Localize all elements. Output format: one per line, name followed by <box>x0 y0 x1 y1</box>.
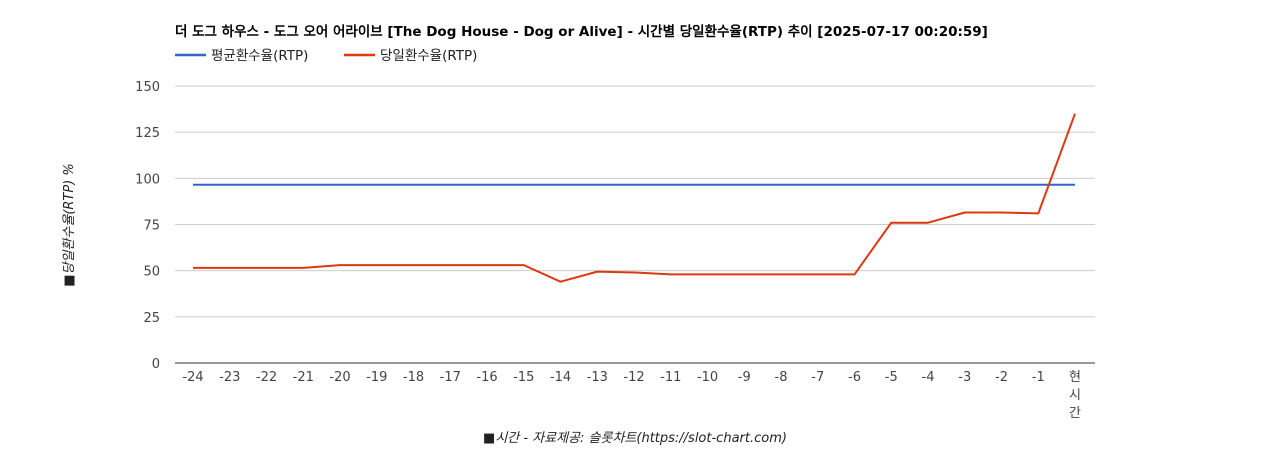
legend: 평균환수율(RTP) 당일환수율(RTP) <box>175 48 477 64</box>
x-tick-label: -6 <box>848 370 861 385</box>
y-axis-ticks: 0 25 50 75 100 125 150 <box>135 80 160 372</box>
x-axis-ticks: -24 -23 -22 -21 -20 -19 -18 -17 -16 -15 -14 -13 -12 -… <box>182 370 1081 421</box>
x-tick-label: -13 <box>587 370 608 385</box>
y-axis-title: ■당일환수율(RTP) % <box>62 163 77 287</box>
x-tick-label: -7 <box>811 370 824 385</box>
x-tick-label: -15 <box>513 370 534 385</box>
x-axis-title: ■시간 - 자료제공: 슬롯차트(https://slot-chart.com) <box>483 431 787 446</box>
x-tick-label: -4 <box>922 370 935 385</box>
x-tick-label: -9 <box>738 370 751 385</box>
x-tick-label: -12 <box>623 370 644 385</box>
legend-item-average[interactable]: 평균환수율(RTP) <box>175 48 308 64</box>
series-line-daily[interactable] <box>193 113 1076 283</box>
y-tick-label: 100 <box>135 172 160 187</box>
x-tick-label: -19 <box>366 370 387 385</box>
y-tick-label: 50 <box>143 265 160 280</box>
x-tick-label: -23 <box>219 370 240 385</box>
x-tick-label: -8 <box>775 370 788 385</box>
x-tick-label: -22 <box>256 370 277 385</box>
x-tick-label: -11 <box>660 370 681 385</box>
x-tick-label: -10 <box>697 370 718 385</box>
legend-label-daily: 당일환수율(RTP) <box>380 48 477 64</box>
y-tick-label: 25 <box>143 311 160 326</box>
x-tick-label: -16 <box>476 370 497 385</box>
x-tick-label: -2 <box>995 370 1008 385</box>
x-tick-label: -21 <box>293 370 314 385</box>
y-tick-label: 150 <box>135 80 160 95</box>
x-tick-label: -1 <box>1032 370 1045 385</box>
x-tick-label: -17 <box>440 370 461 385</box>
y-tick-label: 0 <box>152 357 160 372</box>
x-tick-label: -18 <box>403 370 424 385</box>
x-tick-label: -5 <box>885 370 898 385</box>
series-lines <box>193 113 1076 283</box>
y-tick-label: 125 <box>135 126 160 141</box>
x-tick-label: -20 <box>329 370 350 385</box>
chart-title: 더 도그 하우스 - 도그 오어 어라이브 [The Dog House - D… <box>175 23 988 40</box>
legend-label-average: 평균환수율(RTP) <box>211 48 308 64</box>
y-tick-label: 75 <box>143 219 160 234</box>
x-tick-label: -24 <box>182 370 203 385</box>
x-tick-label: -14 <box>550 370 571 385</box>
legend-item-daily[interactable]: 당일환수율(RTP) <box>344 48 477 64</box>
gridlines <box>175 85 1095 318</box>
x-tick-label: -3 <box>958 370 971 385</box>
